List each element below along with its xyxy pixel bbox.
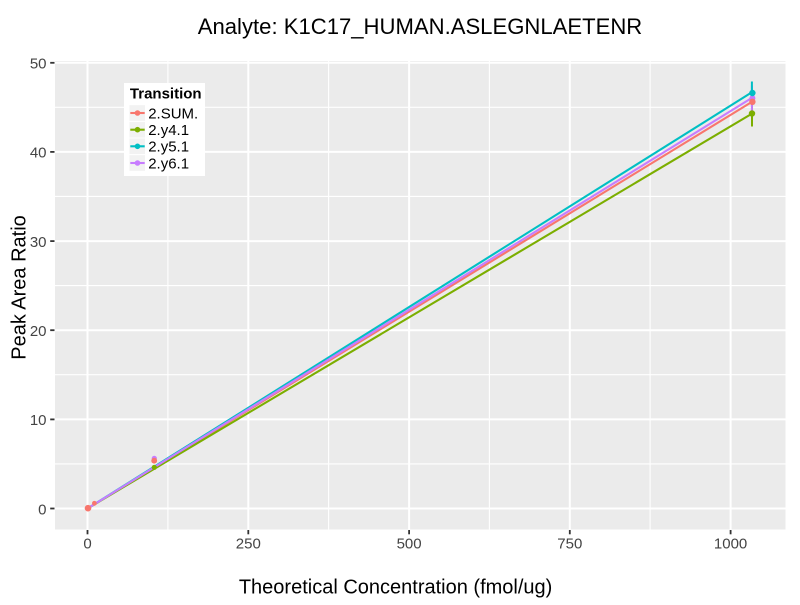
- svg-text:750: 750: [557, 536, 582, 553]
- svg-text:2.y4.1: 2.y4.1: [148, 122, 189, 139]
- svg-text:500: 500: [397, 536, 422, 553]
- svg-text:30: 30: [30, 234, 47, 251]
- svg-text:40: 40: [30, 145, 47, 162]
- svg-text:Analyte: K1C17_HUMAN.ASLEGNLAE: Analyte: K1C17_HUMAN.ASLEGNLAETENR: [198, 14, 643, 39]
- svg-text:2.SUM.: 2.SUM.: [148, 105, 198, 122]
- svg-text:1000: 1000: [714, 536, 747, 553]
- svg-text:50: 50: [30, 56, 47, 73]
- svg-text:10: 10: [30, 412, 47, 429]
- svg-text:Theoretical Concentration (fmo: Theoretical Concentration (fmol/ug): [239, 577, 552, 599]
- svg-text:2.y6.1: 2.y6.1: [148, 155, 189, 172]
- svg-text:Transition: Transition: [130, 86, 202, 103]
- svg-text:0: 0: [38, 501, 46, 518]
- svg-text:20: 20: [30, 323, 47, 340]
- svg-text:Peak Area Ratio: Peak Area Ratio: [9, 215, 31, 360]
- svg-text:2.y5.1: 2.y5.1: [148, 139, 189, 156]
- svg-text:250: 250: [236, 536, 261, 553]
- svg-text:0: 0: [83, 536, 91, 553]
